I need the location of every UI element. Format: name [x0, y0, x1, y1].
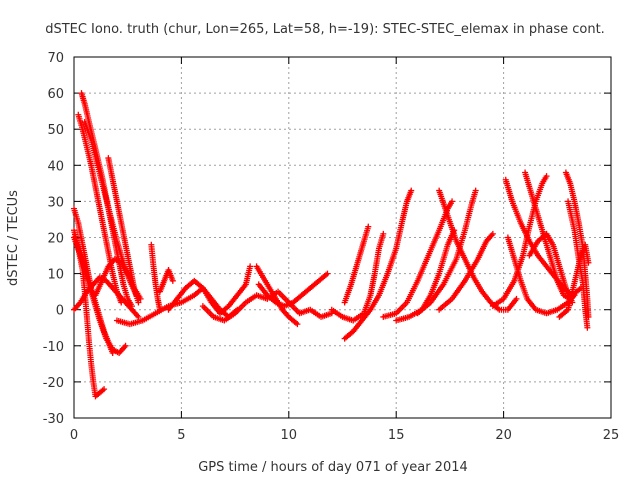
plus-marker	[169, 277, 176, 284]
x-tick-label: 10	[281, 428, 298, 443]
y-tick-label: 70	[47, 51, 64, 66]
y-tick-label: -10	[43, 340, 64, 355]
data-series	[105, 155, 142, 306]
axis-ticks: 0 5 10 15 20 25 -30 -20 -10 0 10 20 30 40 50 60 70	[43, 51, 620, 443]
plus-marker	[472, 187, 479, 194]
y-tick-label: 0	[56, 304, 64, 319]
plus-marker	[489, 230, 496, 237]
data-series	[75, 111, 125, 306]
plus-marker	[584, 324, 591, 331]
x-tick-label: 25	[603, 428, 620, 443]
chart-title: dSTEC Iono. truth (chur, Lon=265, Lat=58…	[45, 22, 605, 37]
x-tick-label: 0	[70, 428, 78, 443]
plus-marker	[101, 386, 108, 393]
x-tick-label: 5	[177, 428, 185, 443]
plus-marker	[122, 342, 129, 349]
y-tick-label: -20	[43, 376, 64, 391]
y-tick-label: 60	[47, 87, 64, 102]
y-tick-label: -30	[43, 412, 64, 427]
plus-marker	[365, 223, 372, 230]
y-tick-label: 50	[47, 123, 64, 138]
data-series	[253, 263, 301, 328]
data-series	[565, 198, 591, 331]
plus-marker	[135, 299, 142, 306]
plus-marker	[380, 230, 387, 237]
plus-marker	[513, 295, 520, 302]
plus-marker	[543, 173, 550, 180]
x-axis-label: GPS time / hours of day 071 of year 2014	[198, 460, 468, 475]
data-points	[71, 90, 592, 400]
data-series	[526, 230, 576, 306]
plus-marker	[408, 187, 415, 194]
data-series	[328, 230, 387, 324]
plus-marker	[585, 259, 592, 266]
data-series	[414, 187, 479, 317]
data-series	[255, 270, 331, 310]
y-tick-label: 20	[47, 232, 64, 247]
x-tick-label: 20	[495, 428, 512, 443]
x-tick-label: 15	[388, 428, 405, 443]
plus-marker	[294, 321, 301, 328]
data-series	[504, 234, 578, 317]
y-tick-label: 40	[47, 159, 64, 174]
data-series	[436, 187, 520, 313]
data-series	[341, 187, 415, 342]
data-series	[341, 223, 372, 306]
y-tick-label: 30	[47, 195, 64, 210]
plus-marker	[137, 295, 144, 302]
data-series	[148, 241, 163, 313]
y-axis-label: dSTEC / TECUs	[6, 190, 21, 286]
plus-marker	[449, 198, 456, 205]
plus-marker	[324, 270, 331, 277]
y-tick-label: 10	[47, 268, 64, 283]
data-series	[156, 266, 176, 295]
plus-marker	[247, 263, 254, 270]
data-series	[165, 263, 254, 317]
data-series	[92, 256, 144, 302]
data-series	[71, 227, 108, 400]
data-series	[489, 173, 550, 310]
